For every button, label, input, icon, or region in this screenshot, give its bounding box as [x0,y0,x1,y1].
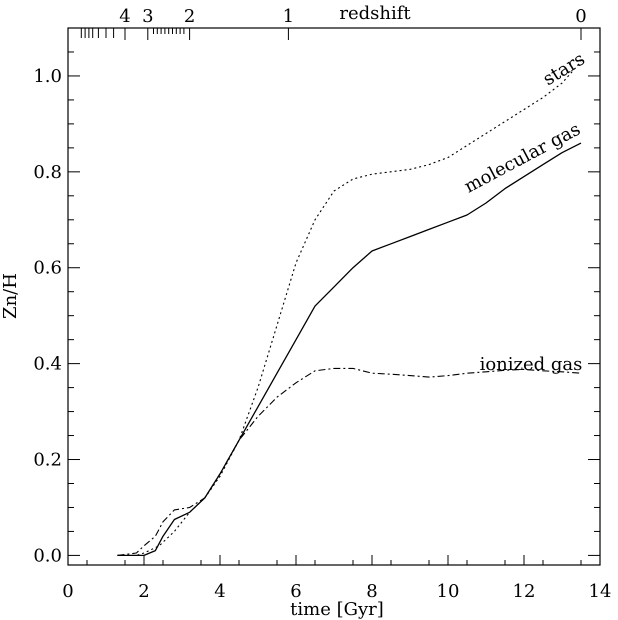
series-line-stars [117,61,582,556]
annotation-molecular-gas: molecular gas [461,119,584,198]
x-tick-label: 8 [366,581,377,602]
y-tick-label: 0.2 [33,450,62,471]
x-tick-label: 0 [62,581,73,602]
x-tick-label: 10 [437,581,460,602]
redshift-tick-label: 1 [283,6,294,27]
redshift-tick-label: 4 [119,6,130,27]
redshift-tick-label: 3 [142,6,153,27]
y-tick-label: 0.6 [33,258,62,279]
y-tick-label: 0.0 [33,545,62,566]
x-axis-label: time [Gyr] [290,599,384,620]
series-layer [117,61,582,557]
x-tick-label: 14 [589,581,612,602]
y-axis-label: Zn/H [0,273,21,319]
redshift-tick-label: 0 [575,6,586,27]
x-tick-label: 12 [513,581,536,602]
redshift-ticks [80,28,582,40]
x-tick-label: 2 [138,581,149,602]
y-tick-label: 0.8 [33,162,62,183]
annotation-stars: stars [539,48,588,90]
redshift-axis-title: redshift [339,3,411,24]
minor-ticks [68,51,600,565]
tick-labels: 0 2 4 6 8 10 12 140.00.20.40.60.81.04 3 2 1 0 [33,6,611,602]
y-tick-label: 1.0 [33,66,62,87]
redshift-tick-label: 2 [184,6,195,27]
x-tick-label: 6 [290,581,301,602]
x-tick-label: 4 [214,581,225,602]
series-line-ionized-gas [117,367,582,556]
annotation-ionized-gas: ionized gas [480,354,583,375]
series-line-molecular-gas [117,142,582,557]
plot-frame [67,27,601,566]
y-tick-label: 0.4 [33,354,62,375]
